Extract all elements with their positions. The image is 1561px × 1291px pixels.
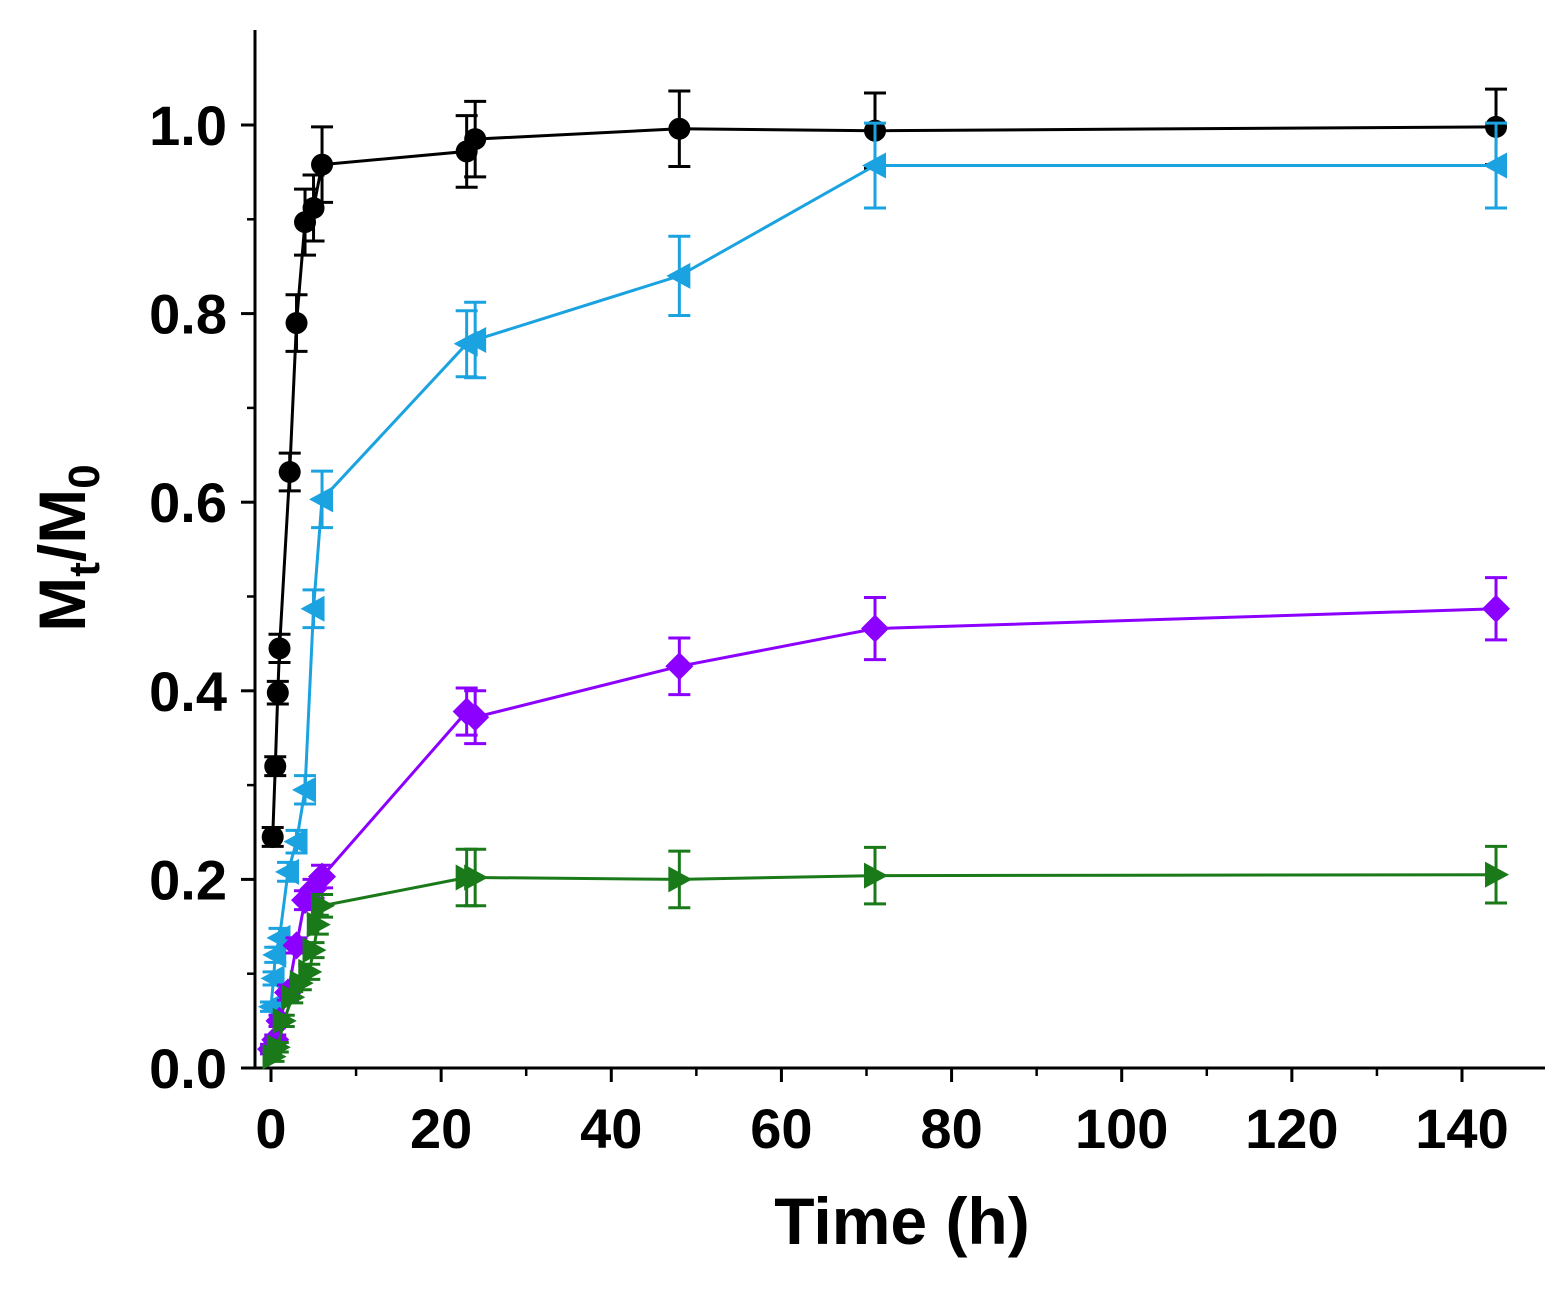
x-tick-label-40: 40: [580, 1097, 642, 1160]
point-green: [298, 958, 323, 985]
axes-layer: 0 20 40 60 80 100 120 140 0.0 0.2 0.4 0.6 0.8 1.0: [149, 30, 1545, 1160]
x-axis-title: Time (h): [774, 1184, 1029, 1258]
series-line-purple: [269, 607, 1497, 1050]
y-axis-title: Mt/M0: [25, 464, 109, 631]
point-purple: [308, 862, 337, 891]
point-black: [668, 117, 691, 140]
point-purple: [1482, 594, 1511, 623]
point-green: [272, 1007, 297, 1034]
point-purple: [861, 614, 890, 643]
point-black: [261, 825, 284, 848]
x-tick-label-140: 140: [1415, 1097, 1508, 1160]
series-blue: [258, 121, 1508, 1020]
point-blue: [292, 776, 317, 803]
point-blue: [283, 828, 308, 855]
x-tick-label-80: 80: [920, 1097, 982, 1160]
point-black: [285, 312, 308, 335]
series-purple: [257, 576, 1511, 1064]
series-line-green: [272, 873, 1497, 1058]
series-green: [262, 844, 1510, 1070]
y-tick-label-0.8: 0.8: [149, 283, 227, 346]
series-layer: [257, 87, 1511, 1070]
point-blue: [862, 152, 887, 179]
point-blue: [462, 327, 487, 354]
point-green: [266, 1034, 291, 1061]
point-blue: [1483, 152, 1508, 179]
y-tick-label-0: 0.0: [149, 1037, 227, 1100]
point-black: [278, 461, 301, 484]
point-blue: [666, 262, 691, 289]
point-black: [264, 755, 287, 778]
point-black: [311, 153, 334, 176]
x-tick-label-0: 0: [255, 1097, 286, 1160]
labels-layer: Time (h) Mt/M0: [25, 464, 1030, 1258]
y-tick-label-0.6: 0.6: [149, 471, 227, 534]
point-purple: [665, 652, 694, 681]
point-green: [668, 866, 693, 893]
point-blue: [300, 595, 325, 622]
x-tick-label-20: 20: [410, 1097, 472, 1160]
point-black: [266, 681, 289, 704]
point-black: [268, 637, 291, 660]
y-axis-title-main: M: [25, 577, 99, 632]
y-axis-title-sub1: t: [60, 562, 109, 577]
x-tick-label-120: 120: [1245, 1097, 1338, 1160]
x-tick-label-60: 60: [750, 1097, 812, 1160]
y-tick-label-0.2: 0.2: [149, 848, 227, 911]
point-green: [289, 970, 314, 997]
point-green: [464, 864, 489, 891]
series-black: [261, 87, 1508, 848]
y-axis-title-sub2: 0: [60, 464, 109, 488]
point-green: [1485, 861, 1510, 888]
point-green: [281, 984, 306, 1011]
point-purple: [461, 703, 490, 732]
y-tick-label-0.4: 0.4: [149, 660, 227, 723]
point-blue: [275, 858, 300, 885]
series-line-black: [271, 125, 1497, 838]
y-tick-label-1: 1.0: [149, 94, 227, 157]
point-green: [302, 937, 327, 964]
point-blue: [309, 486, 334, 513]
point-black: [464, 128, 487, 151]
point-green: [864, 862, 889, 889]
point-green: [311, 892, 336, 919]
y-axis-title-slash: /M: [25, 489, 99, 562]
x-tick-label-100: 100: [1075, 1097, 1168, 1160]
